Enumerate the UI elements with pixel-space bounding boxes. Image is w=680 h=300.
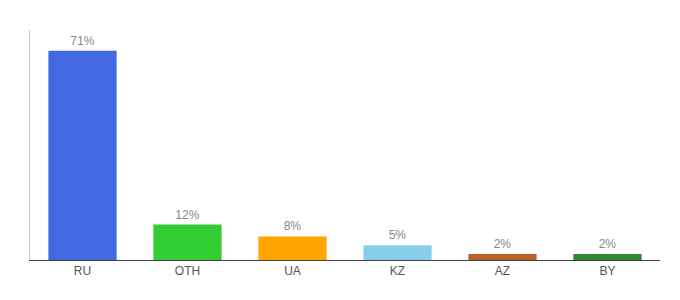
svg-text:RU: RU (74, 264, 91, 278)
svg-text:2%: 2% (599, 237, 617, 251)
svg-text:KZ: KZ (390, 264, 405, 278)
svg-text:12%: 12% (175, 208, 199, 222)
svg-text:UA: UA (284, 264, 301, 278)
svg-text:OTH: OTH (175, 264, 200, 278)
svg-text:8%: 8% (284, 219, 302, 233)
svg-text:AZ: AZ (495, 264, 510, 278)
svg-text:2%: 2% (494, 237, 512, 251)
svg-text:BY: BY (599, 264, 615, 278)
svg-text:71%: 71% (70, 34, 94, 48)
svg-text:5%: 5% (389, 228, 407, 242)
